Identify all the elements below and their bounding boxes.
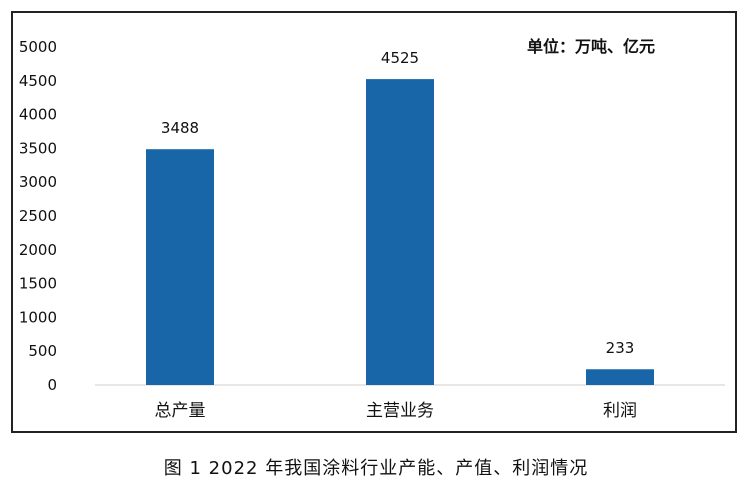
y-tick-label: 2500 — [19, 207, 57, 225]
bar-2 — [366, 79, 434, 386]
data-labels-group: 3488 4525 233 — [161, 49, 634, 357]
y-tick-label: 4000 — [19, 106, 57, 124]
category-label-2: 主营业务 — [366, 401, 434, 421]
bar-1 — [146, 149, 214, 385]
y-axis-ticks: 0 500 1000 1500 2000 2500 3000 3500 4000 4500 5000 — [19, 38, 57, 394]
unit-note: 单位：万吨、亿元 — [527, 37, 655, 56]
y-tick-label: 3500 — [19, 139, 57, 157]
category-labels-group: 总产量 主营业务 利润 — [155, 401, 638, 421]
y-tick-label: 2000 — [19, 241, 57, 259]
bar-chart: 0 500 1000 1500 2000 2500 3000 3500 4000 4500 5000… — [19, 37, 725, 421]
category-label-1: 总产量 — [155, 401, 206, 421]
bar-3 — [586, 369, 654, 385]
y-tick-label: 3000 — [19, 173, 57, 191]
y-tick-label: 5000 — [19, 38, 57, 56]
y-tick-label: 500 — [28, 342, 57, 360]
data-label-1: 3488 — [161, 119, 199, 137]
data-label-3: 233 — [606, 339, 635, 357]
data-label-2: 4525 — [381, 49, 419, 67]
bars-group — [146, 79, 654, 386]
category-label-3: 利润 — [603, 401, 637, 421]
y-tick-label: 1000 — [19, 308, 57, 326]
figure-caption: 图 1 2022 年我国涂料行业产能、产值、利润情况 — [163, 458, 589, 479]
y-tick-label: 0 — [47, 376, 57, 394]
y-tick-label: 4500 — [19, 72, 57, 90]
y-tick-label: 1500 — [19, 275, 57, 293]
